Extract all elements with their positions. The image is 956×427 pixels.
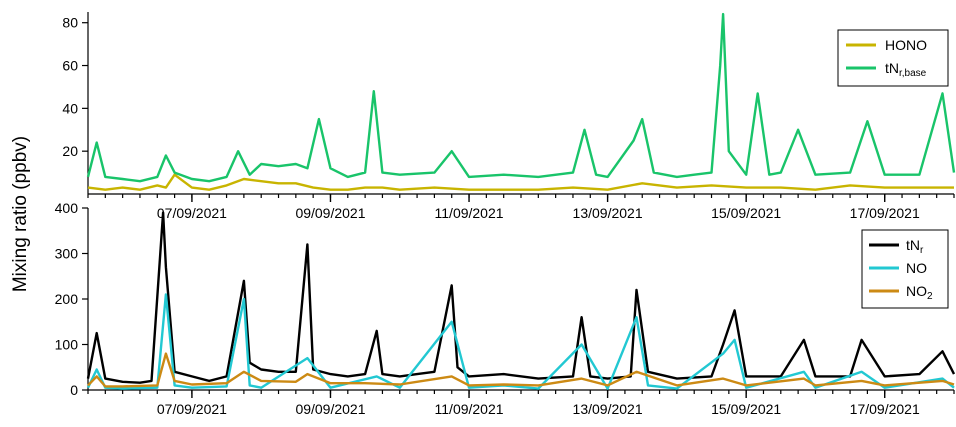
bottom-series-line-1 xyxy=(86,293,955,390)
top-legend-box xyxy=(837,29,949,87)
top-y-tick-label: 80 xyxy=(62,15,78,31)
top-x-tick-label: 11/09/2021 xyxy=(435,205,504,221)
bottom-y-tick-label: 200 xyxy=(55,291,79,307)
top-y-tick-label: 40 xyxy=(62,100,78,116)
bottom-x-ticks: 07/09/2021 09/09/2021 11/09/2021 13/09/2021… xyxy=(87,390,955,417)
bottom-x-tick-label: 09/09/2021 xyxy=(295,401,365,417)
bottom-x-tick-label: 17/09/2021 xyxy=(850,401,920,417)
top-plot-frame xyxy=(88,12,954,194)
bottom-x-tick-label: 11/09/2021 xyxy=(435,401,504,417)
top-series-line-1 xyxy=(86,12,956,183)
top-series-group xyxy=(86,12,956,191)
bottom-legend: tNr NO NO2 xyxy=(861,229,949,309)
legend-tnr-label: tNr xyxy=(906,237,924,256)
legend-no-label: NO xyxy=(906,260,927,276)
top-y-ticks: 20 40 60 80 xyxy=(62,15,88,159)
top-x-tick-label: 17/09/2021 xyxy=(850,205,920,221)
bottom-x-tick-label: 07/09/2021 xyxy=(157,401,227,417)
bottom-panel: 0 100 200 300 400 07/09/2021 09/09/2021 11/09/… xyxy=(55,200,956,417)
top-x-ticks: 07/09/2021 09/09/2021 11/09/2021 13/09/2021… xyxy=(87,194,955,221)
bottom-x-tick-label: 13/09/2021 xyxy=(573,401,643,417)
bottom-x-tick-label: 15/09/2021 xyxy=(711,401,781,417)
legend-hono-label: HONO xyxy=(885,37,927,53)
top-legend: HONO tNr,base xyxy=(837,29,949,87)
legend-no2-label: NO2 xyxy=(906,283,933,302)
top-y-tick-label: 60 xyxy=(62,58,78,74)
bottom-y-tick-label: 100 xyxy=(55,337,79,353)
top-panel: 20 40 60 80 07/09/2021 09/09/2021 11/09/2021 1… xyxy=(62,12,956,221)
top-y-tick-label: 20 xyxy=(62,143,78,159)
bottom-y-tick-label: 300 xyxy=(55,246,79,262)
bottom-y-tick-label: 0 xyxy=(70,382,78,398)
top-x-tick-label: 15/09/2021 xyxy=(711,205,781,221)
top-series-line-0 xyxy=(87,173,954,191)
bottom-y-tick-label: 400 xyxy=(55,200,79,216)
top-x-tick-label: 07/09/2021 xyxy=(157,205,227,221)
bottom-series-line-2 xyxy=(87,352,955,388)
top-x-tick-label: 09/09/2021 xyxy=(295,205,365,221)
bottom-y-ticks: 0 100 200 300 400 xyxy=(55,200,88,398)
bottom-series-group xyxy=(86,211,956,390)
legend-tnrbase-label: tNr,base xyxy=(885,60,927,79)
top-x-tick-label: 13/09/2021 xyxy=(573,205,643,221)
y-axis-label: Mixing ratio (ppbv) xyxy=(10,136,31,292)
bottom-series-line-0 xyxy=(86,211,956,384)
